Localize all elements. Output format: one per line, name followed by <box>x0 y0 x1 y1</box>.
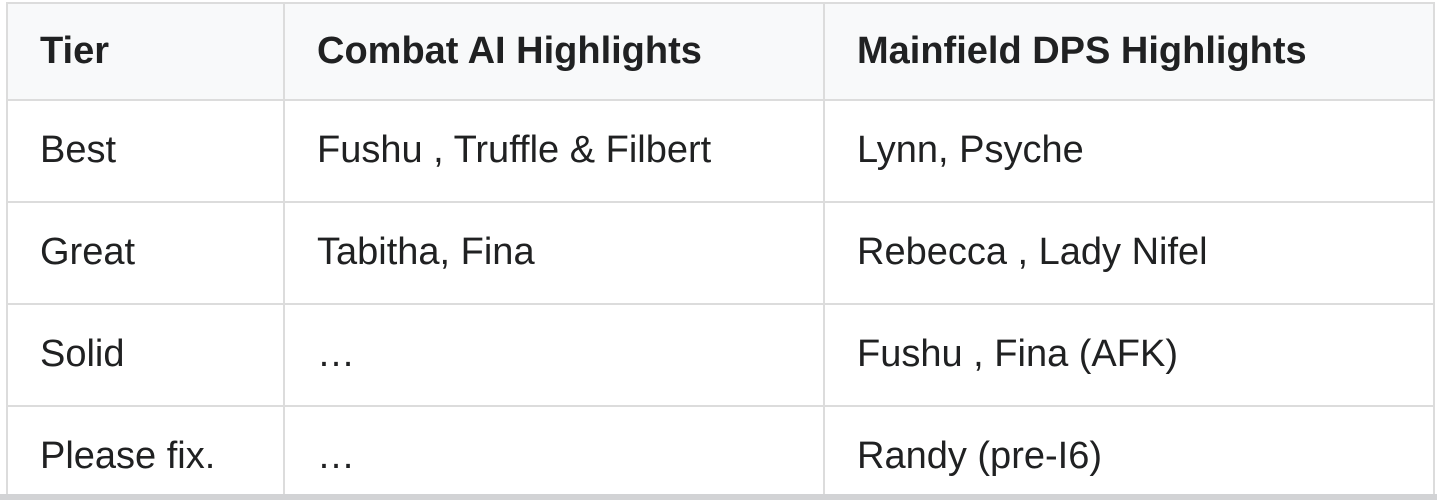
column-header-mainfield-dps: Mainfield DPS Highlights <box>823 2 1435 101</box>
mainfield-dps-cell: Rebecca , Lady Nifel <box>823 201 1435 305</box>
table-row: Please fix. … Randy (pre-I6) <box>6 405 1435 500</box>
table-header: Tier Combat AI Highlights Mainfield DPS … <box>6 2 1435 101</box>
combat-ai-cell: Fushu , Truffle & Filbert <box>283 99 825 203</box>
mainfield-dps-cell: Lynn, Psyche <box>823 99 1435 203</box>
column-header-tier: Tier <box>6 2 285 101</box>
table-body: Best Fushu , Truffle & Filbert Lynn, Psy… <box>6 99 1435 500</box>
combat-ai-cell: Tabitha, Fina <box>283 201 825 305</box>
table-row: Great Tabitha, Fina Rebecca , Lady Nifel <box>6 201 1435 305</box>
table-row: Solid … Fushu , Fina (AFK) <box>6 303 1435 407</box>
combat-ai-cell: … <box>283 405 825 500</box>
mainfield-dps-cell: Fushu , Fina (AFK) <box>823 303 1435 407</box>
combat-ai-cell: … <box>283 303 825 407</box>
tier-cell: Please fix. <box>6 405 285 500</box>
mainfield-dps-cell: Randy (pre-I6) <box>823 405 1435 500</box>
tier-cell: Solid <box>6 303 285 407</box>
column-header-combat-ai: Combat AI Highlights <box>283 2 825 101</box>
tier-cell: Best <box>6 99 285 203</box>
tier-comparison-table: Tier Combat AI Highlights Mainfield DPS … <box>6 2 1435 500</box>
tier-cell: Great <box>6 201 285 305</box>
table-bottom-edge <box>0 494 1437 500</box>
table-row: Best Fushu , Truffle & Filbert Lynn, Psy… <box>6 99 1435 203</box>
header-row: Tier Combat AI Highlights Mainfield DPS … <box>6 2 1435 101</box>
